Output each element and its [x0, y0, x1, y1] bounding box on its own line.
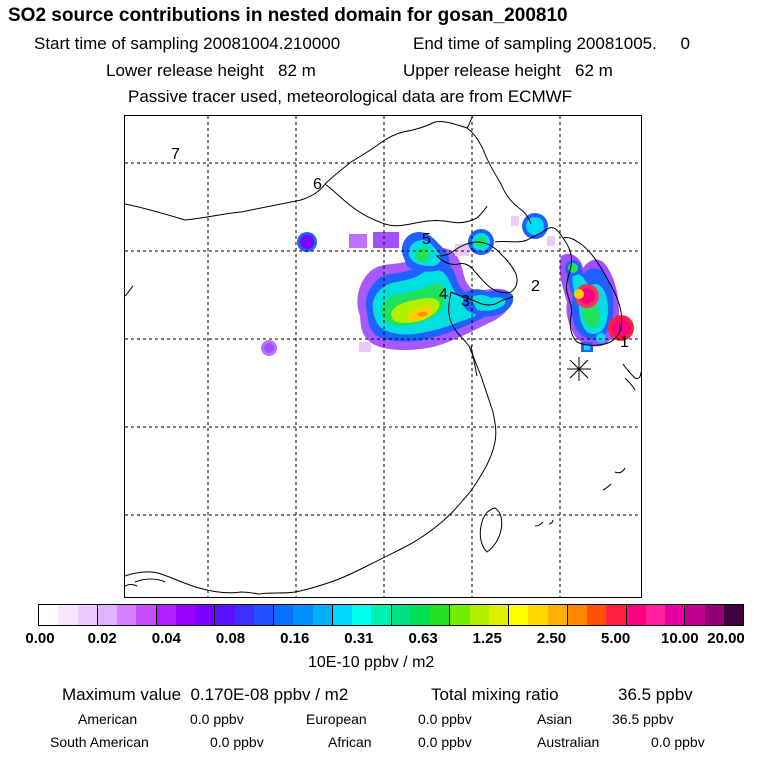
- colorbar-tick-label: 0.16: [280, 630, 310, 647]
- colorbar-cell: [273, 605, 294, 625]
- source-value-european: 0.0 ppbv: [418, 711, 472, 727]
- region-label-4: 4: [439, 286, 448, 303]
- region-label-2: 2: [531, 278, 540, 295]
- source-name-american: American: [78, 711, 138, 727]
- colorbar-cell: [312, 605, 332, 625]
- colorbar-cell: [587, 605, 607, 625]
- colorbar-cell: [665, 605, 685, 625]
- colorbar-tick-label: 0.63: [408, 630, 438, 647]
- plume-central: [357, 232, 514, 350]
- region-label-1: 1: [620, 334, 629, 351]
- source-value-south-american: 0.0 ppbv: [210, 734, 264, 750]
- map-canvas: 1 2 3 4 5 6 7: [125, 116, 641, 597]
- colorbar-tick-label: 0.02: [87, 630, 117, 647]
- plume-korea: [559, 253, 634, 352]
- colorbar-tick-label: 10.00: [661, 630, 699, 647]
- colorbar-tick-label: 2.50: [536, 630, 567, 647]
- lower-release-label: Lower release height 82 m: [106, 61, 316, 80]
- source-value-american: 0.0 ppbv: [190, 711, 244, 727]
- colorbar-cell: [469, 605, 489, 625]
- end-time-label: End time of sampling 20081005. 0: [413, 34, 690, 53]
- colorbar-cell: [410, 605, 430, 625]
- region-label-3: 3: [461, 293, 470, 310]
- colorbar-cell: [645, 605, 665, 625]
- colorbar-tick-label: 0.31: [344, 630, 374, 647]
- colorbar-cell: [214, 605, 235, 625]
- source-name-african: African: [328, 734, 372, 750]
- max-value-label: Maximum value 0.170E-08 ppbv / m2: [62, 685, 349, 704]
- concentration-field: [261, 213, 634, 356]
- colorbar-tick-label: 0.08: [215, 630, 246, 647]
- colorbar-cell: [293, 605, 313, 625]
- source-name-australian: Australian: [537, 734, 600, 750]
- total-mixing-label: Total mixing ratio: [431, 685, 559, 704]
- source-name-south-american: South American: [50, 734, 149, 750]
- upper-release-label: Upper release height 62 m: [403, 61, 613, 80]
- region-labels: 1 2 3 4 5 6 7: [171, 146, 629, 351]
- asterisk-icon: [567, 357, 591, 381]
- region-label-6: 6: [313, 176, 322, 193]
- colorbar-cell: [430, 605, 450, 625]
- colorbar-cell: [195, 605, 215, 625]
- colorbar-cell: [234, 605, 254, 625]
- colorbar-tick-label: 5.00: [601, 630, 631, 647]
- colorbar-cell: [117, 605, 137, 625]
- colorbar: [38, 604, 744, 626]
- colorbar-cell: [371, 605, 391, 625]
- colorbar-cell: [449, 605, 470, 625]
- source-value-asian: 36.5 ppbv: [612, 711, 674, 727]
- source-value-australian: 0.0 ppbv: [651, 734, 705, 750]
- colorbar-tick-label: 0.04: [151, 630, 181, 647]
- colorbar-cell: [331, 605, 352, 625]
- colorbar-cell: [704, 605, 724, 625]
- tracer-note: Passive tracer used, meteorological data…: [128, 87, 573, 106]
- plot-title: SO2 source contributions in nested domai…: [8, 5, 568, 26]
- colorbar-unit: 10E-10 ppbv / m2: [308, 654, 435, 671]
- colorbar-cell: [488, 605, 508, 625]
- colorbar-cell: [39, 605, 59, 625]
- colorbar-cell: [175, 605, 195, 625]
- colorbar-cell: [547, 605, 567, 625]
- colorbar-cell: [352, 605, 372, 625]
- source-name-european: European: [306, 711, 367, 727]
- total-mixing-value: 36.5 ppbv: [618, 685, 693, 704]
- colorbar-cell: [723, 605, 743, 625]
- colorbar-cell: [58, 605, 78, 625]
- coastlines: [125, 116, 641, 595]
- colorbar-cell: [96, 605, 117, 625]
- colorbar-tick-label: 0.00: [25, 630, 55, 647]
- region-label-7: 7: [171, 146, 180, 163]
- colorbar-cell: [606, 605, 626, 625]
- map-panel: 1 2 3 4 5 6 7: [124, 115, 642, 598]
- plume-isolated: [261, 213, 555, 356]
- colorbar-cell: [136, 605, 156, 625]
- lat-lon-grid: [125, 116, 641, 597]
- colorbar-tick-label: 1.25: [472, 630, 502, 647]
- region-label-5: 5: [422, 231, 431, 248]
- colorbar-cell: [684, 605, 705, 625]
- colorbar-cell: [390, 605, 411, 625]
- colorbar-tick-label: 20.00: [707, 630, 745, 647]
- colorbar-cell: [508, 605, 529, 625]
- colorbar-cell: [566, 605, 587, 625]
- colorbar-cell: [253, 605, 273, 625]
- colorbar-cell: [528, 605, 548, 625]
- colorbar-cell: [625, 605, 646, 625]
- source-name-asian: Asian: [537, 711, 573, 727]
- source-value-african: 0.0 ppbv: [418, 734, 472, 750]
- colorbar-cell: [155, 605, 176, 625]
- start-time-label: Start time of sampling 20081004.210000: [34, 34, 341, 53]
- colorbar-cell: [77, 605, 97, 625]
